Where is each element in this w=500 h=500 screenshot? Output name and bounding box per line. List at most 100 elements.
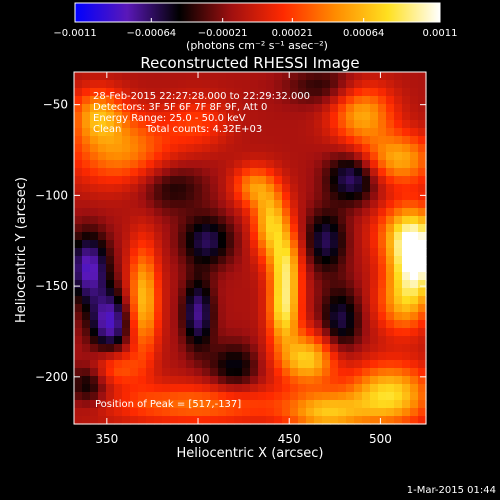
heatmap-cell (282, 288, 291, 297)
heatmap-cell (74, 192, 83, 201)
heatmap-cell (162, 328, 171, 337)
heatmap-cell (250, 96, 259, 105)
heatmap-cell (330, 280, 339, 289)
heatmap-cell (410, 328, 419, 337)
heatmap-cell (170, 248, 179, 257)
heatmap-cell (418, 296, 427, 305)
heatmap-cell (290, 112, 299, 121)
heatmap-cell (98, 328, 107, 337)
heatmap-cell (258, 288, 267, 297)
heatmap-cell (154, 312, 163, 321)
heatmap-cell (90, 144, 99, 153)
heatmap-cell (266, 352, 275, 361)
heatmap-cell (282, 312, 291, 321)
heatmap-cells (74, 72, 427, 425)
heatmap-cell (170, 328, 179, 337)
heatmap-cell (106, 104, 115, 113)
heatmap-cell (74, 216, 83, 225)
heatmap-cell (178, 264, 187, 273)
heatmap-cell (242, 344, 251, 353)
heatmap-cell (130, 368, 139, 377)
heatmap-cell (402, 400, 411, 409)
heatmap-cell (242, 304, 251, 313)
heatmap-cell (274, 296, 283, 305)
heatmap-cell (114, 272, 123, 281)
heatmap-cell (226, 152, 235, 161)
heatmap-cell (330, 344, 339, 353)
heatmap-cell (354, 296, 363, 305)
heatmap-cell (74, 184, 83, 193)
heatmap-cell (194, 256, 203, 265)
heatmap-cell (146, 264, 155, 273)
heatmap-cell (250, 240, 259, 249)
heatmap-cell (322, 328, 331, 337)
heatmap-cell (114, 120, 123, 129)
heatmap-cell (178, 208, 187, 217)
heatmap-cell (298, 288, 307, 297)
heatmap-cell (218, 200, 227, 209)
heatmap-cell (314, 320, 323, 329)
heatmap-cell (154, 320, 163, 329)
heatmap-cell (370, 344, 379, 353)
heatmap-cell (154, 112, 163, 121)
heatmap-cell (330, 144, 339, 153)
heatmap-cell (114, 360, 123, 369)
heatmap-cell (106, 256, 115, 265)
heatmap-cell (146, 144, 155, 153)
heatmap-cell (306, 152, 315, 161)
heatmap-cell (338, 248, 347, 257)
heatmap-cell (234, 176, 243, 185)
heatmap-cell (410, 368, 419, 377)
heatmap-cell (386, 248, 395, 257)
heatmap-cell (202, 384, 211, 393)
heatmap-cell (154, 416, 163, 425)
heatmap-cell (98, 400, 107, 409)
heatmap-cell (378, 400, 387, 409)
heatmap-cell (130, 96, 139, 105)
heatmap-cell (170, 200, 179, 209)
heatmap-cell (122, 336, 131, 345)
heatmap-cell (138, 352, 147, 361)
heatmap-cell (242, 336, 251, 345)
heatmap-cell (218, 88, 227, 97)
heatmap-cell (226, 176, 235, 185)
heatmap-cell (386, 320, 395, 329)
heatmap-cell (178, 304, 187, 313)
heatmap-cell (386, 280, 395, 289)
heatmap-cell (274, 352, 283, 361)
heatmap-cell (314, 272, 323, 281)
heatmap-cell (346, 256, 355, 265)
heatmap-cell (250, 144, 259, 153)
heatmap-cell (370, 288, 379, 297)
heatmap-cell (258, 120, 267, 129)
heatmap-cell (234, 152, 243, 161)
heatmap-cell (250, 128, 259, 137)
heatmap-cell (418, 280, 427, 289)
heatmap-cell (274, 400, 283, 409)
heatmap-cell (402, 96, 411, 105)
heatmap-cell (106, 112, 115, 121)
heatmap-cell (154, 104, 163, 113)
heatmap-cell (114, 152, 123, 161)
heatmap-cell (130, 232, 139, 241)
heatmap-cell (362, 304, 371, 313)
heatmap-cell (234, 352, 243, 361)
axis-ticks: 350 400 450 500−50−100−150−200 (35, 72, 426, 446)
heatmap-cell (114, 224, 123, 233)
heatmap-cell (418, 336, 427, 345)
heatmap-cell (90, 416, 99, 425)
heatmap-cell (186, 312, 195, 321)
heatmap-cell (354, 232, 363, 241)
heatmap-cell (178, 400, 187, 409)
heatmap-cell (250, 288, 259, 297)
heatmap-cell (362, 136, 371, 145)
heatmap-cell (338, 256, 347, 265)
heatmap-cell (274, 328, 283, 337)
heatmap-cell (218, 304, 227, 313)
heatmap-cell (354, 352, 363, 361)
heatmap-cell (314, 232, 323, 241)
heatmap-cell (306, 232, 315, 241)
heatmap-cell (322, 72, 331, 81)
heatmap-cell (266, 296, 275, 305)
heatmap-cell (290, 88, 299, 97)
